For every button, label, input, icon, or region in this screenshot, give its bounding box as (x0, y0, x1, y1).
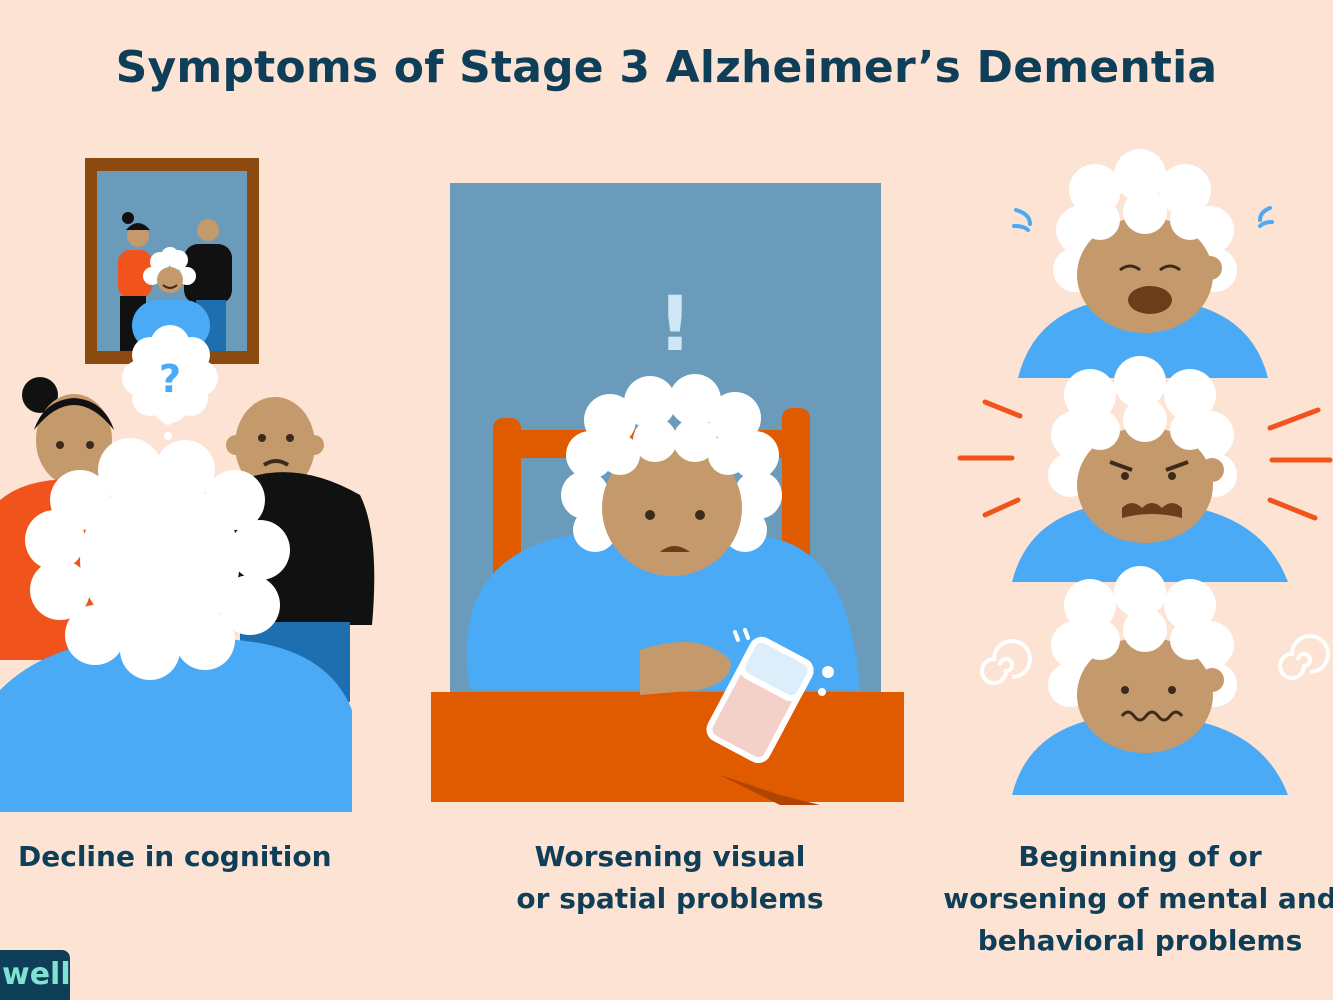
tipping-glass (706, 636, 814, 764)
older-woman-back (0, 438, 352, 812)
older-woman-face (602, 440, 742, 576)
caption-visual-spatial-problems: Worsening visual or spatial problems (470, 836, 870, 920)
thought-bubble: ? (122, 325, 218, 440)
exclamation-icon: ! (658, 279, 693, 368)
panel-1-illustration: ? (0, 158, 375, 812)
caption-line: or spatial problems (516, 882, 824, 915)
table (431, 692, 904, 802)
brand-logo: well (0, 950, 70, 1000)
caption-mental-behavioral-problems: Beginning of or worsening of mental and … (930, 836, 1333, 962)
caption-line: Decline in cognition (18, 840, 332, 873)
angry-face (957, 356, 1333, 582)
panel-2-illustration: ! (431, 183, 904, 805)
panel-3-illustration (957, 149, 1333, 795)
confused-face (980, 566, 1330, 795)
page-title: Symptoms of Stage 3 Alzheimer’s Dementia (115, 42, 1218, 93)
crying-face (1012, 149, 1274, 378)
caption-line: Beginning of or (1018, 840, 1262, 873)
caption-line: worsening of mental and (943, 882, 1333, 915)
caption-decline-in-cognition: Decline in cognition (10, 836, 348, 878)
question-mark-icon: ? (159, 357, 181, 401)
caption-line: Worsening visual (534, 840, 806, 873)
caption-line: behavioral problems (977, 924, 1303, 957)
